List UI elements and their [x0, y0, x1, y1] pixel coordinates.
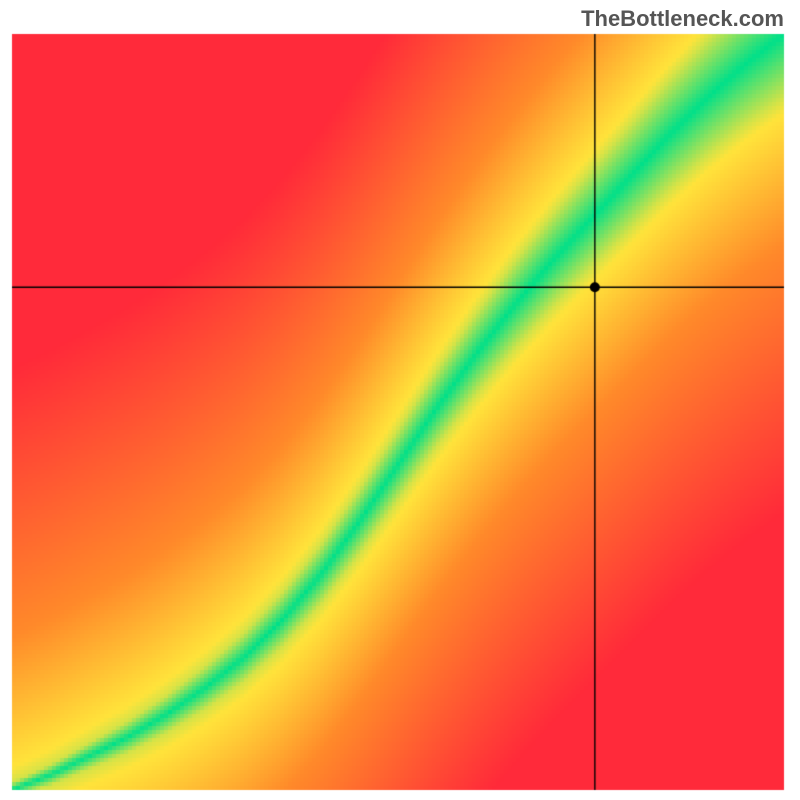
bottleneck-heatmap	[0, 0, 800, 800]
watermark-text: TheBottleneck.com	[581, 6, 784, 32]
chart-container: TheBottleneck.com	[0, 0, 800, 800]
